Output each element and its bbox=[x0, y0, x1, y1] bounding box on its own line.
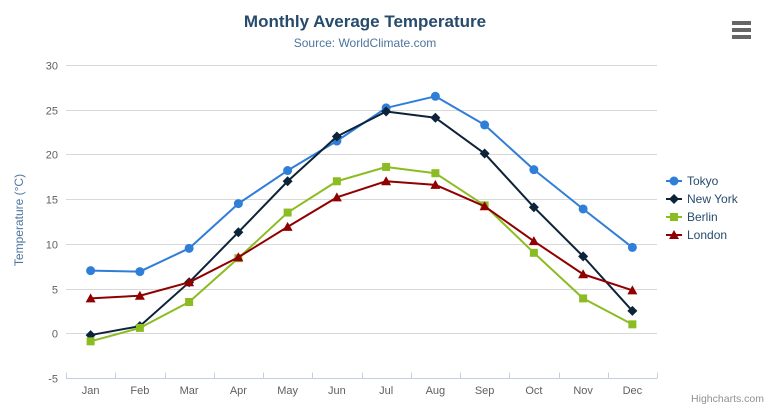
series-london bbox=[85, 176, 638, 303]
svg-text:Jul: Jul bbox=[379, 385, 393, 397]
svg-text:Mar: Mar bbox=[180, 385, 199, 397]
svg-text:Apr: Apr bbox=[230, 385, 247, 397]
svg-text:Dec: Dec bbox=[623, 385, 643, 397]
svg-text:Aug: Aug bbox=[426, 385, 446, 397]
legend-item-london[interactable]: London bbox=[666, 228, 738, 242]
circle-marker-icon bbox=[666, 176, 682, 186]
chart-title: Monthly Average Temperature bbox=[243, 12, 487, 31]
legend: Tokyo New York Berlin London bbox=[666, 174, 738, 242]
svg-text:-5: -5 bbox=[48, 374, 58, 386]
triangle-marker-icon bbox=[666, 230, 682, 239]
svg-text:25: 25 bbox=[46, 106, 58, 118]
series-new-york bbox=[85, 106, 638, 341]
hamburger-icon bbox=[732, 35, 751, 39]
export-menu-button[interactable] bbox=[731, 20, 753, 40]
chart-subtitle: Source: WorldClimate.com bbox=[293, 36, 437, 50]
legend-label: Tokyo bbox=[687, 174, 719, 188]
legend-label: London bbox=[687, 228, 728, 242]
svg-text:Oct: Oct bbox=[525, 385, 542, 397]
svg-text:Sep: Sep bbox=[475, 385, 495, 397]
svg-text:May: May bbox=[277, 385, 298, 397]
series-tokyo bbox=[86, 91, 637, 277]
square-marker-icon bbox=[666, 213, 682, 221]
svg-text:30: 30 bbox=[46, 61, 58, 73]
svg-text:10: 10 bbox=[46, 240, 58, 252]
svg-text:5: 5 bbox=[52, 285, 58, 297]
svg-text:Feb: Feb bbox=[130, 385, 149, 397]
svg-text:20: 20 bbox=[46, 150, 58, 162]
svg-text:15: 15 bbox=[46, 195, 58, 207]
x-axis bbox=[66, 372, 658, 379]
y-axis-title: Temperature (°C) bbox=[12, 173, 26, 267]
credits-link[interactable]: Highcharts.com bbox=[691, 393, 764, 405]
hamburger-icon bbox=[732, 28, 751, 32]
svg-text:Jan: Jan bbox=[82, 385, 100, 397]
svg-text:Nov: Nov bbox=[573, 385, 593, 397]
x-axis-labels: Jan Feb Mar Apr May Jun Jul Aug Sep Oct Nov Dec bbox=[82, 385, 643, 397]
legend-item-new-york[interactable]: New York bbox=[666, 192, 738, 206]
svg-text:0: 0 bbox=[52, 329, 58, 341]
legend-item-tokyo[interactable]: Tokyo bbox=[666, 174, 738, 188]
legend-item-berlin[interactable]: Berlin bbox=[666, 210, 738, 224]
diamond-marker-icon bbox=[666, 194, 682, 204]
y-axis-labels: -5 0 5 10 15 20 25 30 bbox=[46, 61, 58, 386]
y-gridlines bbox=[66, 65, 657, 379]
legend-label: New York bbox=[687, 192, 738, 206]
hamburger-icon bbox=[732, 21, 751, 25]
svg-text:Jun: Jun bbox=[328, 385, 346, 397]
legend-label: Berlin bbox=[687, 210, 718, 224]
